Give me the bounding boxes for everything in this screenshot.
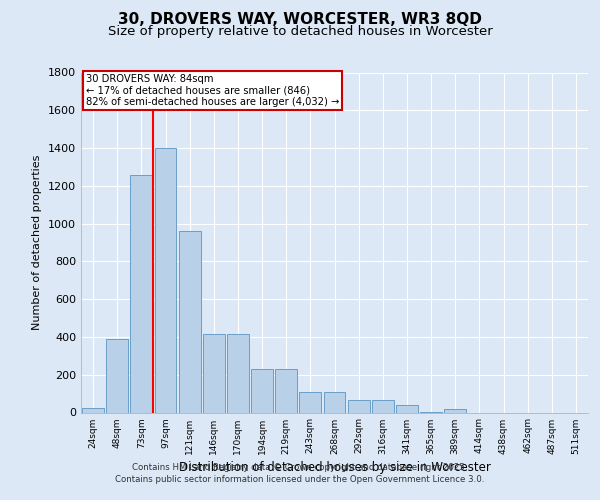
Text: 30, DROVERS WAY, WORCESTER, WR3 8QD: 30, DROVERS WAY, WORCESTER, WR3 8QD [118,12,482,28]
Bar [275,369,297,412]
Bar [323,392,346,412]
X-axis label: Distribution of detached houses by size in Worcester: Distribution of detached houses by size … [179,460,490,473]
Bar [445,408,466,412]
Bar [348,400,370,412]
Text: Size of property relative to detached houses in Worcester: Size of property relative to detached ho… [107,25,493,38]
Bar [396,405,418,412]
Bar [227,334,249,412]
Bar [203,334,224,412]
Bar [106,339,128,412]
Bar [179,231,200,412]
Text: Contains HM Land Registry data © Crown copyright and database right 2025.: Contains HM Land Registry data © Crown c… [132,464,468,472]
Bar [251,369,273,412]
Bar [372,400,394,412]
Bar [299,392,321,412]
Bar [130,174,152,412]
Bar [82,408,104,412]
Y-axis label: Number of detached properties: Number of detached properties [32,155,43,330]
Bar [155,148,176,412]
Text: Contains public sector information licensed under the Open Government Licence 3.: Contains public sector information licen… [115,475,485,484]
Text: 30 DROVERS WAY: 84sqm
← 17% of detached houses are smaller (846)
82% of semi-det: 30 DROVERS WAY: 84sqm ← 17% of detached … [86,74,340,108]
